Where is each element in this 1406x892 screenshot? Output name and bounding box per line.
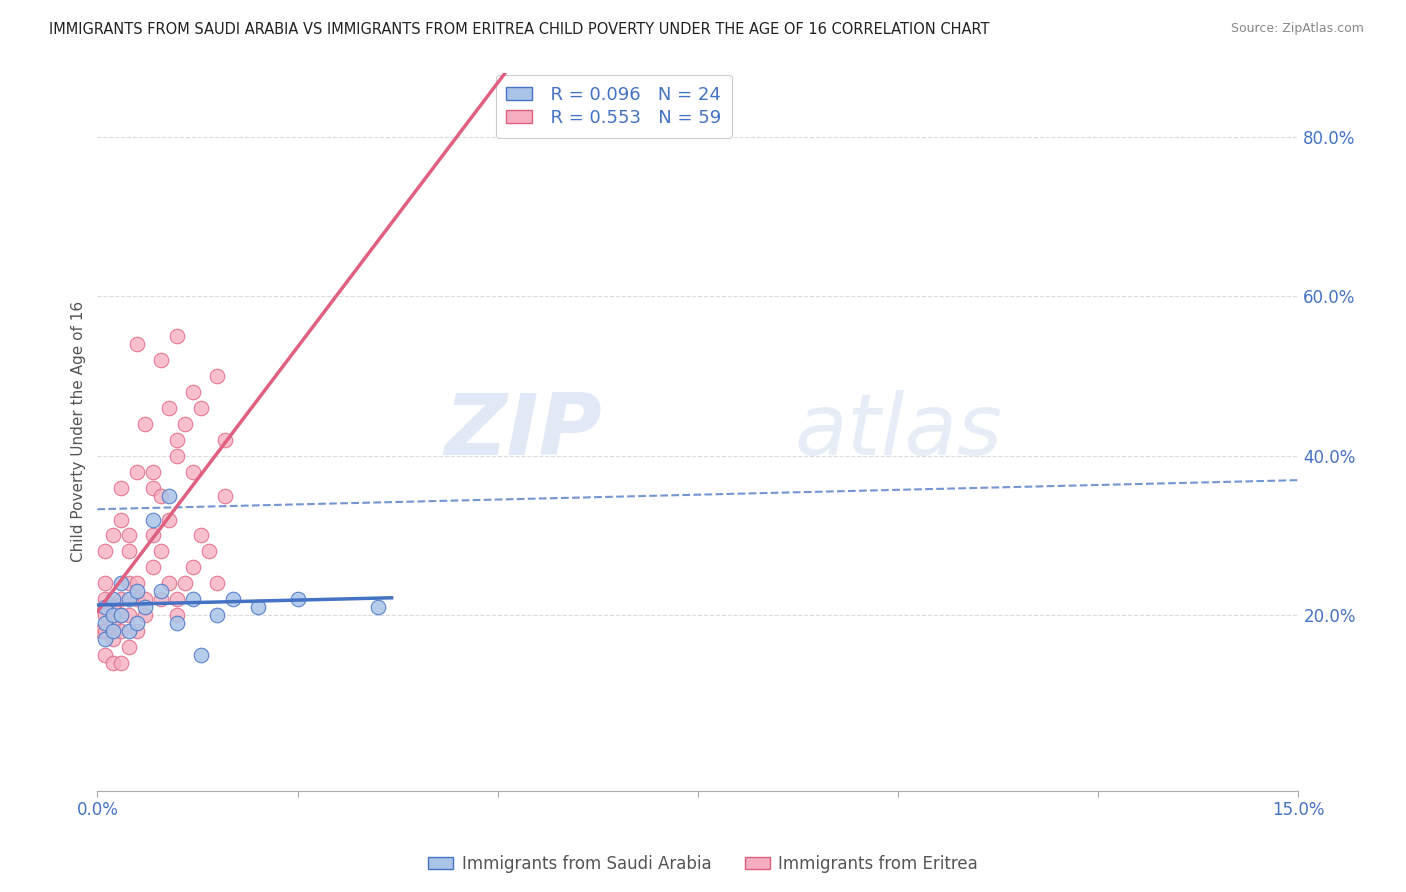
Point [174, 576, 197, 591]
Point [94, 632, 117, 646]
Legend:   R = 0.096   N = 24,   R = 0.553   N = 59: R = 0.096 N = 24, R = 0.553 N = 59 [496, 75, 733, 138]
Point [198, 544, 221, 558]
Point [110, 512, 132, 526]
Point [103, 632, 125, 646]
Point [94, 576, 117, 591]
Point [134, 608, 156, 623]
Point [174, 417, 197, 431]
Point [94, 624, 117, 639]
Point [127, 592, 149, 607]
Point [118, 528, 141, 542]
Point [142, 481, 165, 495]
Y-axis label: Child Poverty Under the Age of 16: Child Poverty Under the Age of 16 [72, 301, 86, 562]
Point [94, 544, 117, 558]
Point [166, 592, 188, 607]
Point [367, 600, 389, 615]
Point [166, 329, 188, 343]
Point [207, 608, 229, 623]
Point [127, 465, 149, 479]
Point [94, 608, 117, 623]
Point [110, 608, 132, 623]
Point [142, 465, 165, 479]
Point [287, 592, 309, 607]
Point [150, 353, 173, 368]
Point [94, 592, 117, 607]
Point [214, 489, 236, 503]
Point [103, 656, 125, 670]
Point [118, 576, 141, 591]
Point [157, 576, 180, 591]
Point [214, 433, 236, 447]
Point [166, 433, 188, 447]
Point [94, 616, 117, 631]
Point [183, 465, 205, 479]
Point [157, 512, 180, 526]
Text: ZIP: ZIP [444, 391, 602, 474]
Point [103, 616, 125, 631]
Point [183, 384, 205, 399]
Point [150, 489, 173, 503]
Point [103, 608, 125, 623]
Point [118, 592, 141, 607]
Point [127, 337, 149, 351]
Point [127, 584, 149, 599]
Text: atlas: atlas [794, 391, 1002, 474]
Point [207, 368, 229, 383]
Point [183, 560, 205, 574]
Point [150, 584, 173, 599]
Point [142, 512, 165, 526]
Point [190, 648, 212, 662]
Point [127, 624, 149, 639]
Point [90, 624, 112, 639]
Text: Source: ZipAtlas.com: Source: ZipAtlas.com [1230, 22, 1364, 36]
Point [103, 600, 125, 615]
Point [94, 600, 117, 615]
Point [118, 640, 141, 654]
Point [110, 624, 132, 639]
Point [127, 576, 149, 591]
Point [127, 616, 149, 631]
Point [103, 624, 125, 639]
Point [207, 576, 229, 591]
Point [166, 449, 188, 463]
Point [110, 576, 132, 591]
Point [183, 592, 205, 607]
Point [190, 528, 212, 542]
Point [142, 528, 165, 542]
Point [157, 489, 180, 503]
Point [190, 401, 212, 415]
Legend: Immigrants from Saudi Arabia, Immigrants from Eritrea: Immigrants from Saudi Arabia, Immigrants… [422, 848, 984, 880]
Point [103, 528, 125, 542]
Point [110, 608, 132, 623]
Point [142, 560, 165, 574]
Point [134, 600, 156, 615]
Point [150, 544, 173, 558]
Point [103, 592, 125, 607]
Point [134, 417, 156, 431]
Point [110, 656, 132, 670]
Point [166, 608, 188, 623]
Point [222, 592, 245, 607]
Point [246, 600, 269, 615]
Point [150, 592, 173, 607]
Point [166, 616, 188, 631]
Point [118, 624, 141, 639]
Point [118, 544, 141, 558]
Point [110, 592, 132, 607]
Point [110, 481, 132, 495]
Point [157, 401, 180, 415]
Point [134, 592, 156, 607]
Text: IMMIGRANTS FROM SAUDI ARABIA VS IMMIGRANTS FROM ERITREA CHILD POVERTY UNDER THE : IMMIGRANTS FROM SAUDI ARABIA VS IMMIGRAN… [49, 22, 990, 37]
Point [118, 608, 141, 623]
Point [94, 648, 117, 662]
